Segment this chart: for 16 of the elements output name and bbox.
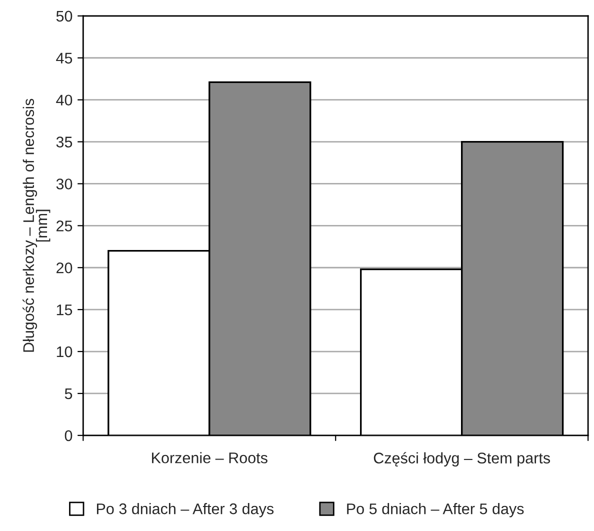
x-tick-label: Części łodyg – Stem parts bbox=[374, 452, 550, 467]
y-tick-label: 20 bbox=[56, 262, 72, 274]
y-tick-label: 5 bbox=[64, 388, 72, 400]
x-tick-label: Korzenie – Roots bbox=[152, 452, 268, 464]
legend-label: Po 5 dniach – After 5 days bbox=[347, 503, 524, 518]
y-tick-label: 50 bbox=[56, 10, 72, 22]
y-tick-label: 10 bbox=[56, 346, 72, 358]
legend-label: Po 3 dniach – After 3 days bbox=[96, 503, 274, 518]
y-tick-label: 45 bbox=[56, 52, 72, 64]
y-tick-label: 15 bbox=[56, 304, 72, 316]
y-tick-label: 25 bbox=[56, 220, 72, 232]
y-axis-title: Długość nerkozy – Length of necrosis [mm] bbox=[22, 98, 50, 352]
y-tick-label: 30 bbox=[56, 178, 72, 190]
y-tick-label: 0 bbox=[64, 430, 72, 442]
y-tick-label: 35 bbox=[56, 136, 72, 148]
y-tick-label: 40 bbox=[56, 94, 72, 106]
